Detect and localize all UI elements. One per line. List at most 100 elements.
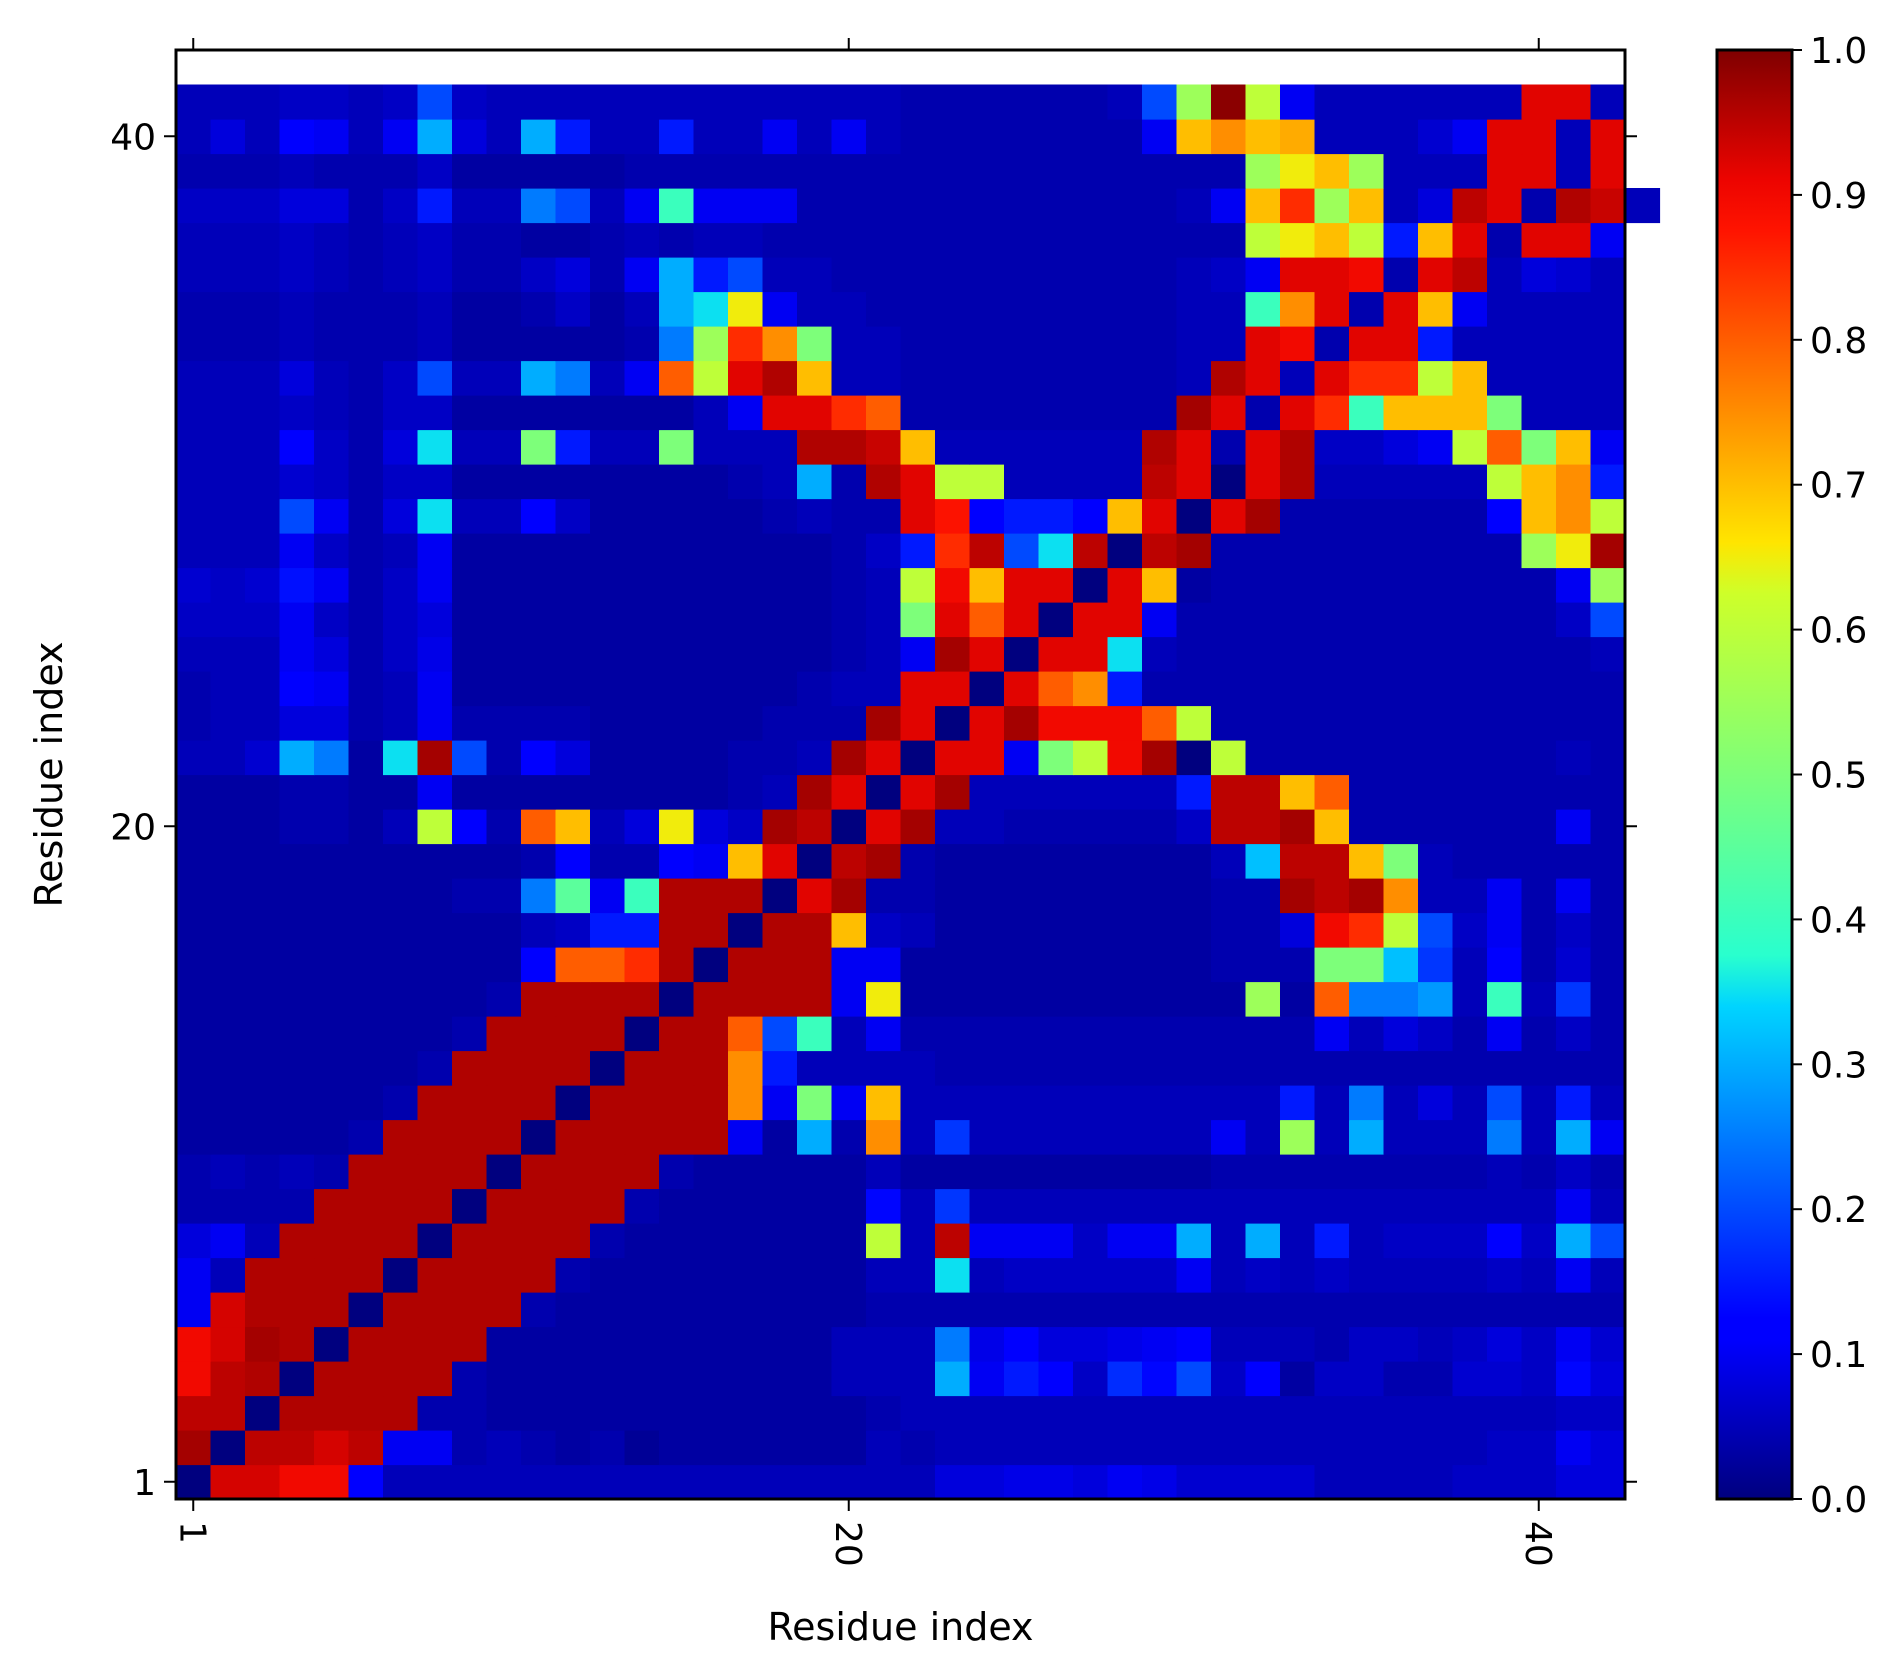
heatmap-cell: [1107, 1119, 1143, 1155]
heatmap-cell: [1487, 291, 1523, 327]
heatmap-cell: [1556, 1430, 1592, 1466]
heatmap-cell: [1314, 1257, 1350, 1293]
heatmap-cell: [866, 429, 902, 465]
heatmap-cell: [1038, 119, 1074, 155]
heatmap-cell: [1590, 912, 1626, 948]
heatmap-cell: [969, 1154, 1005, 1190]
heatmap-cell: [797, 1292, 833, 1328]
heatmap-cell: [521, 1016, 557, 1052]
heatmap-cell: [935, 809, 971, 845]
heatmap-cell: [348, 981, 384, 1017]
heatmap-cell: [1211, 774, 1247, 810]
heatmap-cell: [969, 429, 1005, 465]
heatmap-cell: [659, 84, 695, 120]
heatmap-cell: [624, 464, 660, 500]
heatmap-cell: [1211, 429, 1247, 465]
heatmap-cell: [935, 947, 971, 983]
heatmap-cell: [279, 774, 315, 810]
heatmap-cell: [969, 671, 1005, 707]
heatmap-cell: [1073, 602, 1109, 638]
heatmap-cell: [314, 912, 350, 948]
heatmap-cell: [900, 1257, 936, 1293]
heatmap-cell: [452, 1292, 488, 1328]
heatmap-cell: [1314, 912, 1350, 948]
heatmap-cell: [521, 1085, 557, 1121]
heatmap-cell: [521, 464, 557, 500]
heatmap-cell: [1211, 84, 1247, 120]
heatmap-cell: [1004, 257, 1040, 293]
heatmap-cell: [1590, 533, 1626, 569]
heatmap-cell: [659, 1016, 695, 1052]
colorbar-ticks: 0.00.10.20.30.40.50.60.70.80.91.0: [1792, 31, 1867, 1521]
heatmap-cell: [1176, 533, 1212, 569]
heatmap-cell: [1418, 1085, 1454, 1121]
heatmap-cell: [314, 809, 350, 845]
heatmap-cell: [1004, 1464, 1040, 1500]
heatmap-cell: [555, 1188, 591, 1224]
heatmap-cell: [1521, 809, 1557, 845]
heatmap-cell: [1176, 257, 1212, 293]
heatmap-cell: [728, 878, 764, 914]
heatmap-cell: [348, 774, 384, 810]
heatmap-cell: [1107, 636, 1143, 672]
heatmap-cell: [1590, 1050, 1626, 1086]
heatmap-cell: [279, 981, 315, 1017]
heatmap-cell: [521, 188, 557, 224]
heatmap-cell: [1004, 1188, 1040, 1224]
heatmap-cell: [279, 1154, 315, 1190]
heatmap-cell: [728, 567, 764, 603]
heatmap-cell: [176, 533, 212, 569]
heatmap-cell: [1556, 636, 1592, 672]
heatmap-cell: [624, 567, 660, 603]
heatmap-cell: [693, 326, 729, 362]
heatmap-cell: [1038, 1292, 1074, 1328]
heatmap-cell: [176, 429, 212, 465]
heatmap-cell: [1349, 1050, 1385, 1086]
heatmap-cell: [521, 1223, 557, 1259]
heatmap-cell: [624, 84, 660, 120]
heatmap-cell: [900, 291, 936, 327]
heatmap-cell: [1418, 1292, 1454, 1328]
heatmap-cell: [210, 429, 246, 465]
heatmap-cell: [1211, 602, 1247, 638]
heatmap-cell: [762, 947, 798, 983]
heatmap-cell: [1452, 360, 1488, 396]
heatmap-cell: [935, 1050, 971, 1086]
heatmap-cell: [728, 1016, 764, 1052]
heatmap-cell: [935, 533, 971, 569]
heatmap-cell: [1142, 84, 1178, 120]
heatmap-cell: [1211, 705, 1247, 741]
heatmap-cell: [1521, 153, 1557, 189]
heatmap-cell: [1418, 947, 1454, 983]
heatmap-cell: [969, 912, 1005, 948]
heatmap-cell: [210, 188, 246, 224]
heatmap-cell: [314, 1464, 350, 1500]
heatmap-cell: [417, 1016, 453, 1052]
heatmap-cell: [1280, 1464, 1316, 1500]
heatmap-cell: [624, 1188, 660, 1224]
heatmap-cell: [210, 257, 246, 293]
heatmap-cell: [348, 947, 384, 983]
heatmap-cell: [1245, 257, 1281, 293]
heatmap-cell: [900, 843, 936, 879]
heatmap-cell: [1349, 464, 1385, 500]
heatmap-cell: [314, 843, 350, 879]
heatmap-cell: [521, 981, 557, 1017]
heatmap-cell: [728, 947, 764, 983]
heatmap-cell: [1418, 1119, 1454, 1155]
heatmap-cell: [555, 533, 591, 569]
heatmap-cell: [1245, 153, 1281, 189]
heatmap-cell: [1107, 1154, 1143, 1190]
heatmap-cell: [1556, 1257, 1592, 1293]
heatmap-cell: [521, 809, 557, 845]
heatmap-cell: [693, 636, 729, 672]
heatmap-cell: [176, 1361, 212, 1397]
heatmap-cell: [1521, 1257, 1557, 1293]
heatmap-cell: [417, 1430, 453, 1466]
heatmap-cell: [969, 1326, 1005, 1362]
heatmap-cell: [900, 429, 936, 465]
heatmap-cell: [1314, 84, 1350, 120]
heatmap-cell: [486, 533, 522, 569]
heatmap-cell: [210, 705, 246, 741]
heatmap-cell: [693, 1430, 729, 1466]
